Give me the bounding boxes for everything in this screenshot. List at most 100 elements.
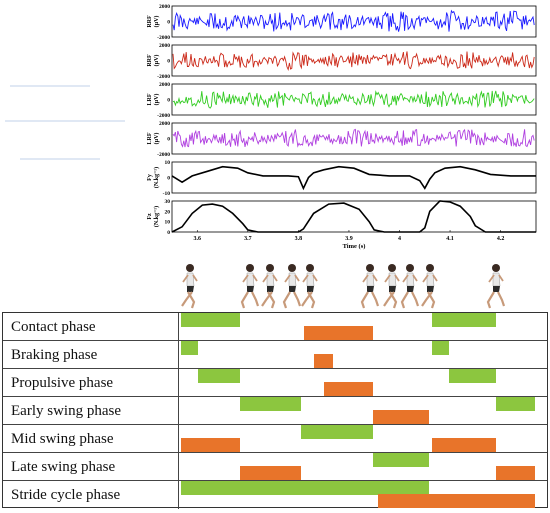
x-tick-label: 3.8	[295, 236, 303, 242]
phase-row: Late swing phase	[3, 453, 547, 481]
runner-icon	[301, 264, 318, 309]
y-tick-label: 2000	[159, 121, 170, 127]
svg-text:LRF: LRF	[147, 132, 153, 144]
svg-text:(µV): (µV)	[153, 55, 160, 67]
phase-bar-green	[181, 481, 430, 495]
y-tick-label: 0	[167, 230, 170, 236]
runner-icon	[360, 264, 380, 309]
y-tick-label: -2000	[157, 152, 170, 158]
phase-bar-orange	[495, 466, 535, 480]
y-tick-label: 0	[167, 59, 170, 65]
svg-text:(µV): (µV)	[153, 16, 160, 28]
emg-trace	[172, 128, 535, 148]
phase-row: Stride cycle phase	[3, 481, 547, 509]
decor-smudge	[10, 85, 90, 87]
panel-frame	[171, 44, 537, 77]
decor-smudge	[20, 158, 100, 160]
y-tick-label: -2000	[157, 113, 170, 119]
signal-panel-2: 2000 0 -2000 LRF (µV)	[147, 82, 537, 119]
x-tick-label: 4.2	[497, 236, 505, 242]
phase-bar-green	[431, 341, 450, 355]
panel-frame	[171, 5, 537, 38]
y-tick-label: -2000	[157, 35, 170, 41]
phase-row: Mid swing phase	[3, 425, 547, 453]
phase-label: Propulsive phase	[3, 369, 179, 397]
phase-bar-green	[431, 313, 496, 327]
phase-label: Late swing phase	[3, 453, 179, 481]
phase-bar-orange	[372, 410, 430, 424]
svg-text:Fz: Fz	[147, 213, 153, 220]
emg-trace	[172, 9, 535, 32]
svg-text:LRF: LRF	[147, 93, 153, 105]
phase-bar-orange	[181, 438, 240, 452]
y-tick-label: 2000	[159, 82, 170, 88]
panel-frame	[171, 161, 537, 194]
runner-icon	[240, 264, 260, 309]
y-tick-label: 0	[167, 176, 170, 182]
phase-label: Stride cycle phase	[3, 481, 179, 509]
phase-bar-green	[449, 369, 496, 383]
y-tick-label: 20	[165, 209, 171, 215]
phase-bar-orange	[303, 326, 373, 340]
force-trace	[171, 165, 536, 191]
svg-text:RRF: RRF	[147, 15, 153, 28]
y-tick-label: -2000	[157, 74, 170, 80]
runner-icon	[282, 264, 302, 309]
force-trace	[171, 200, 536, 233]
x-axis-label: Time (s)	[343, 243, 366, 250]
y-axis-label: Fz (N.kg⁻¹)	[147, 206, 160, 227]
y-tick-label: 0	[167, 20, 170, 26]
phase-bar-green	[301, 425, 373, 439]
signal-panel-0: 2000 0 -2000 RRF (µV)	[147, 4, 537, 41]
panel-frame	[171, 83, 537, 116]
signal-panel-3: 2000 0 -2000 LRF (µV)	[147, 121, 537, 158]
phase-label: Braking phase	[3, 341, 179, 369]
phase-bar-green	[240, 397, 302, 411]
phase-bar-orange	[377, 494, 535, 508]
svg-text:(µV): (µV)	[153, 94, 160, 106]
svg-text:(µV): (µV)	[153, 133, 160, 145]
y-tick-label: -10	[163, 191, 171, 197]
emg-trace	[172, 90, 535, 109]
phase-bar-green	[181, 313, 240, 327]
x-tick-label: 4.1	[446, 236, 454, 242]
y-tick-label: 0	[167, 98, 170, 104]
phase-row: Contact phase	[3, 313, 547, 341]
phase-bar-green	[372, 453, 430, 467]
phase-bar-green	[197, 369, 240, 383]
phase-bar-green	[495, 397, 535, 411]
emg-trace	[172, 51, 535, 71]
phase-table: Contact phase Braking phase Propulsive pha…	[2, 312, 548, 509]
y-axis-label: Fy (N.kg⁻¹)	[147, 167, 160, 188]
phase-bar-orange	[431, 438, 496, 452]
svg-text:Fy: Fy	[147, 174, 153, 181]
runner-icon	[181, 264, 198, 309]
phase-bar-green	[181, 341, 198, 355]
phase-label: Mid swing phase	[3, 425, 179, 453]
x-tick-label: 3.9	[345, 236, 353, 242]
x-tick-label: 3.6	[194, 236, 202, 242]
y-tick-label: 0	[167, 137, 170, 143]
phase-label: Early swing phase	[3, 397, 179, 425]
phase-bar-orange	[323, 382, 373, 396]
runner-icon	[383, 264, 400, 309]
y-axis-label: RRF (µV)	[147, 15, 160, 28]
y-tick-label: 10	[165, 160, 171, 166]
phase-bar-orange	[240, 466, 302, 480]
y-axis-label: LRF (µV)	[147, 132, 160, 144]
x-tick-label: 3.7	[244, 236, 252, 242]
y-tick-label: 10	[165, 220, 171, 226]
signal-panel-1: 2000 0 -2000 RRF (µV)	[147, 43, 537, 80]
y-axis-label: RRF (µV)	[147, 54, 160, 67]
phase-label: Contact phase	[3, 313, 179, 341]
runner-icon	[261, 264, 278, 309]
y-axis-label: LRF (µV)	[147, 93, 160, 105]
panel-frame	[171, 122, 537, 155]
runner-icon	[486, 264, 506, 309]
svg-text:RRF: RRF	[147, 54, 153, 67]
y-tick-label: 30	[165, 199, 171, 205]
phase-row: Braking phase	[3, 341, 547, 369]
svg-text:(N.kg⁻¹): (N.kg⁻¹)	[153, 167, 160, 188]
